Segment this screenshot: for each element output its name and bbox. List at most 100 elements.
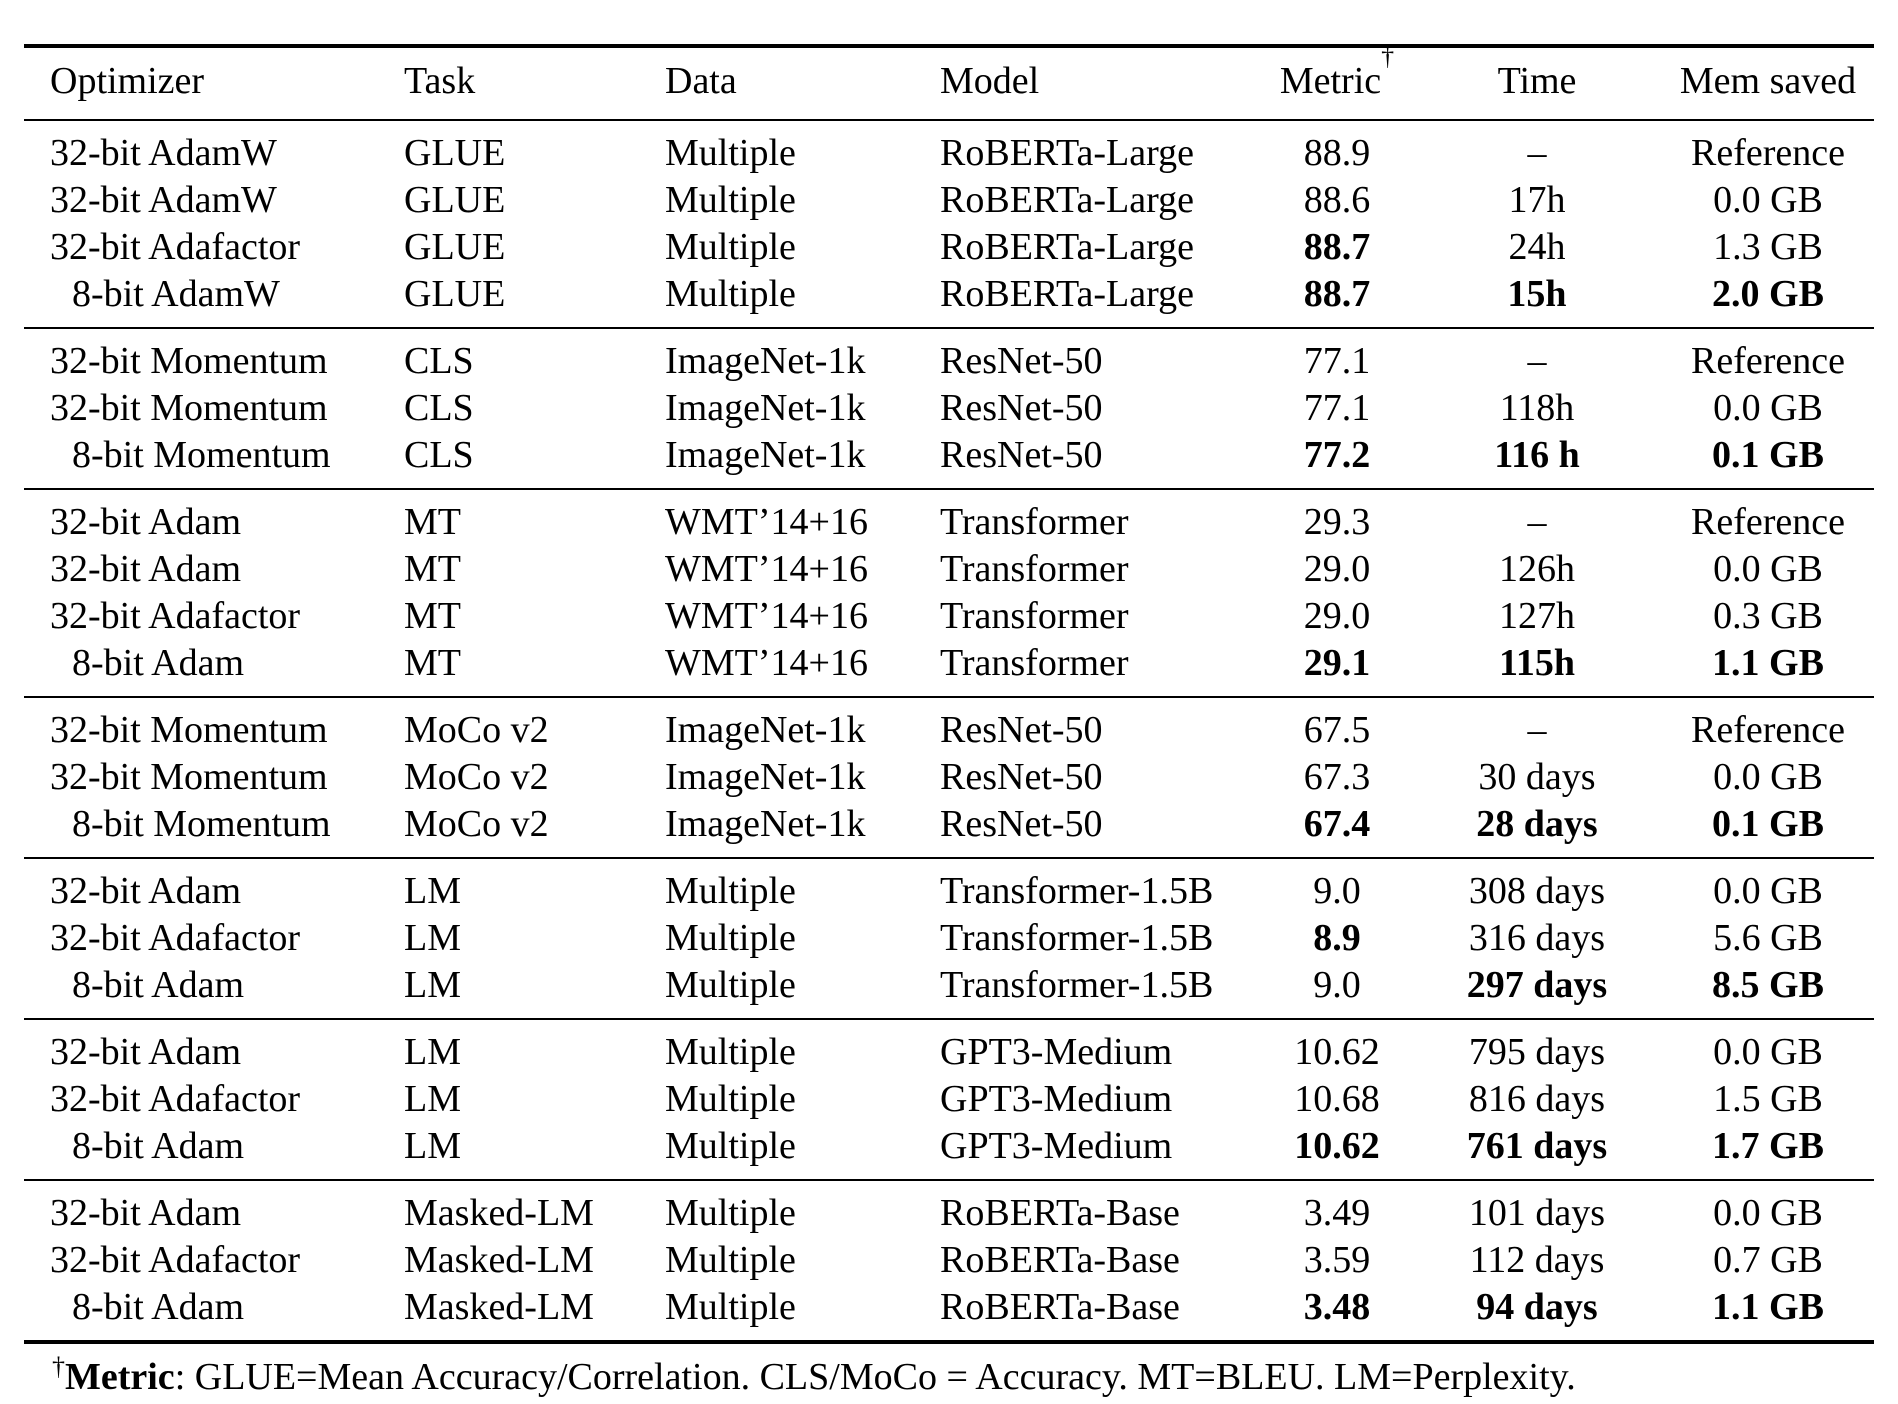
mem-saved-cell: 1.3 GB (1713, 226, 1823, 268)
data-cell: Multiple (665, 1239, 796, 1281)
task-cell: MT (404, 548, 461, 590)
table-row: 32-bit Adam LM Multiple Transformer-1.5B 9.0… (24, 858, 1874, 915)
metric-cell: 10.62 (1294, 1031, 1380, 1073)
time-cell: 101 days (1468, 1192, 1606, 1234)
model-cell: RoBERTa-Large (940, 226, 1194, 268)
table-row: 32-bit Adam Masked-LM Multiple RoBERTa-Base… (24, 1180, 1874, 1237)
table-group: 32-bit AdamW GLUE Multiple RoBERTa-Large 88.… (24, 120, 1874, 328)
time-cell: 28 days (1476, 803, 1598, 845)
optimizer-cell: 32-bit Adafactor (50, 1078, 301, 1120)
table-group: 32-bit Momentum CLS ImageNet-1k ResNet-50 77… (24, 328, 1874, 489)
mem-saved-cell: 1.7 GB (1712, 1125, 1824, 1167)
metric-cell: 29.3 (1303, 501, 1371, 543)
model-cell: GPT3-Medium (940, 1125, 1173, 1167)
task-cell: Masked-LM (404, 1286, 594, 1328)
model-cell: Transformer-1.5B (940, 917, 1214, 959)
mem-saved-cell: 0.7 GB (1713, 1239, 1823, 1281)
mem-saved-cell: 0.0 GB (1713, 870, 1823, 912)
column-header-model: Model (940, 46, 1262, 121)
mem-saved-cell: Reference (1691, 501, 1845, 543)
data-cell: ImageNet-1k (665, 803, 866, 845)
optimizer-cell: 32-bit Adafactor (50, 1239, 301, 1281)
task-cell: GLUE (404, 132, 506, 174)
data-cell: ImageNet-1k (665, 434, 866, 476)
optimizer-cell: 32-bit Momentum (50, 387, 328, 429)
table-group: 32-bit Momentum MoCo v2 ImageNet-1k ResNet-… (24, 697, 1874, 858)
data-cell: Multiple (665, 1125, 796, 1167)
data-cell: WMT’14+16 (665, 501, 868, 543)
time-cell: – (1527, 501, 1547, 543)
data-cell: ImageNet-1k (665, 340, 866, 382)
mem-saved-cell: Reference (1691, 132, 1845, 174)
metric-cell: 77.1 (1303, 340, 1371, 382)
data-cell: Multiple (665, 917, 796, 959)
task-cell: MoCo v2 (404, 756, 549, 798)
results-table: Optimizer Task Data Model Metric† Time M… (24, 44, 1874, 1344)
optimizer-cell: 32-bit Adafactor (50, 226, 301, 268)
task-cell: LM (404, 964, 461, 1006)
task-cell: Masked-LM (404, 1192, 594, 1234)
table-row: 8-bit Adam Masked-LM Multiple RoBERTa-Base 3… (24, 1284, 1874, 1342)
task-cell: MT (404, 595, 461, 637)
metric-cell: 88.9 (1303, 132, 1371, 174)
dagger-symbol: † (1381, 42, 1395, 72)
optimizer-cell: 32-bit Adafactor (50, 917, 301, 959)
column-header-metric: Metric† (1262, 44, 1412, 121)
task-cell: MT (404, 501, 461, 543)
data-cell: Multiple (665, 273, 796, 315)
data-cell: Multiple (665, 1286, 796, 1328)
optimizer-cell: 32-bit Adam (50, 1031, 242, 1073)
footnote: †Metric: GLUE=Mean Accuracy/Correlation.… (52, 1352, 1874, 1404)
optimizer-cell: 32-bit Adam (50, 870, 242, 912)
footnote-text: : GLUE=Mean Accuracy/Correlation. CLS/Mo… (174, 1356, 1576, 1398)
table-row: 32-bit Momentum MoCo v2 ImageNet-1k ResNet-… (24, 754, 1874, 801)
column-header-task: Task (404, 46, 665, 121)
time-cell: 127h (1499, 595, 1575, 637)
task-cell: LM (404, 1078, 461, 1120)
column-header-data: Data (665, 46, 940, 121)
mem-saved-cell: 0.1 GB (1712, 803, 1824, 845)
table-group: 32-bit Adam MT WMT’14+16 Transformer 29.3 – Re… (24, 489, 1874, 697)
data-cell: ImageNet-1k (665, 387, 866, 429)
metric-cell: 8.9 (1313, 917, 1361, 959)
mem-saved-cell: 0.0 GB (1713, 387, 1823, 429)
metric-cell: 29.1 (1303, 642, 1371, 684)
table-row: 32-bit Adam MT WMT’14+16 Transformer 29.3 – Re… (24, 489, 1874, 546)
time-cell: 15h (1507, 273, 1567, 315)
metric-cell: 29.0 (1303, 548, 1371, 590)
model-cell: RoBERTa-Base (940, 1192, 1180, 1234)
metric-cell: 77.2 (1303, 434, 1371, 476)
column-header-mem-saved: Mem saved (1662, 46, 1874, 121)
metric-cell: 3.49 (1303, 1192, 1371, 1234)
model-cell: RoBERTa-Base (940, 1239, 1180, 1281)
table-row: 8-bit Adam LM Multiple GPT3-Medium 10.62 761 … (24, 1123, 1874, 1180)
time-cell: 816 days (1468, 1078, 1606, 1120)
table-group: 32-bit Adam LM Multiple GPT3-Medium 10.62 795… (24, 1019, 1874, 1180)
task-cell: LM (404, 870, 461, 912)
task-cell: MT (404, 642, 461, 684)
time-cell: 112 days (1469, 1239, 1605, 1281)
optimizer-cell: 32-bit Momentum (50, 340, 328, 382)
time-cell: 126h (1499, 548, 1575, 590)
mem-saved-cell: 1.1 GB (1712, 642, 1824, 684)
task-cell: LM (404, 1031, 461, 1073)
metric-cell: 77.1 (1303, 387, 1371, 429)
footnote-label: Metric (65, 1356, 175, 1398)
time-cell: 17h (1508, 179, 1566, 221)
optimizer-cell: 32-bit AdamW (50, 132, 277, 174)
metric-cell: 67.4 (1303, 803, 1371, 845)
mem-saved-cell: 0.0 GB (1713, 548, 1823, 590)
metric-cell: 3.59 (1303, 1239, 1371, 1281)
table-row: 8-bit Adam LM Multiple Transformer-1.5B 9.0 2… (24, 962, 1874, 1019)
optimizer-cell: 8-bit Momentum (72, 803, 331, 845)
optimizer-cell: 8-bit Momentum (72, 434, 331, 476)
table-row: 32-bit Adafactor LM Multiple GPT3-Medium 10.… (24, 1076, 1874, 1123)
data-cell: Multiple (665, 1031, 796, 1073)
task-cell: GLUE (404, 226, 506, 268)
table-row: 8-bit AdamW GLUE Multiple RoBERTa-Large 88.7… (24, 271, 1874, 328)
mem-saved-cell: 0.3 GB (1713, 595, 1823, 637)
table-group: 32-bit Adam Masked-LM Multiple RoBERTa-Base… (24, 1180, 1874, 1342)
table-row: 8-bit Momentum MoCo v2 ImageNet-1k ResNet-5… (24, 801, 1874, 858)
time-cell: 116 h (1494, 434, 1580, 476)
data-cell: WMT’14+16 (665, 595, 868, 637)
